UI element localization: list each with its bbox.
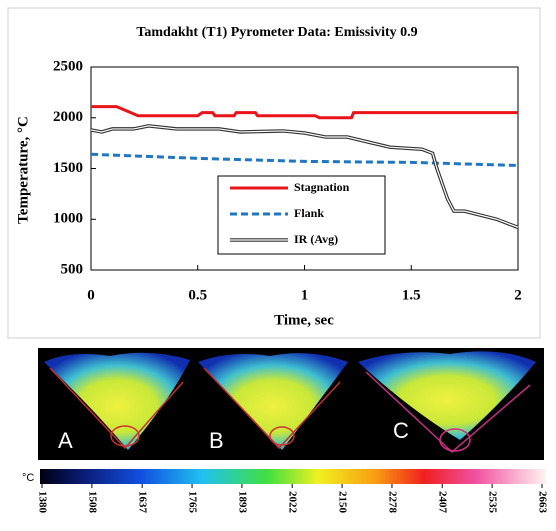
colorbar-tick-label: 2278 [386, 491, 398, 514]
x-tick-label: 1 [301, 287, 309, 303]
y-axis-label: Temperature, °C [15, 116, 31, 224]
image-label: C [393, 418, 409, 443]
overlay-line [203, 367, 341, 450]
y-tick-label: 1500 [53, 160, 83, 176]
thermal-fans [44, 351, 536, 454]
x-tick-label: 2 [514, 287, 522, 303]
image-label: A [58, 428, 73, 453]
fan-image [358, 351, 536, 440]
colorbar-tick-label: 1637 [137, 491, 149, 514]
colorbar-unit: °C [22, 472, 34, 484]
colorbar-tick-label: 2407 [437, 491, 449, 514]
y-tick-label: 2000 [53, 109, 83, 125]
x-tick-label: 0 [87, 287, 95, 303]
overlay-line [49, 367, 184, 450]
colorbar-tick-label: 2663 [536, 491, 548, 514]
y-tick-label: 1000 [53, 211, 83, 227]
chart-title: Tamdakht (T1) Pyrometer Data: Emissivity… [136, 25, 417, 40]
legend-label: Flank [294, 206, 324, 220]
image-label: B [209, 428, 224, 453]
y-tick-label: 2500 [53, 58, 83, 74]
colorbar-tick-label: 2150 [337, 491, 349, 514]
plot: 500 1000 1500 2000 2500 0 0.5 1 1.5 2 Stagnation Fl… [53, 58, 522, 303]
x-axis-label: Time, sec [274, 312, 334, 328]
overlay-circle [110, 425, 140, 447]
x-tick-label: 1.5 [402, 287, 421, 303]
series-line [90, 152, 519, 167]
colorbar-tick-label: 1765 [187, 491, 199, 514]
overlay-circle [439, 428, 471, 452]
colorbar-tick-label: 2022 [287, 491, 299, 514]
overlay-circle [269, 426, 295, 446]
legend-label: IR (Avg) [294, 232, 338, 246]
colorbar-tick-label: 1508 [86, 491, 98, 514]
fan-image [44, 352, 190, 450]
colorbar-ticks: 1380 1508 1637 1765 1893 2022 2150 2278 2407 2535… [36, 484, 548, 514]
colorbar-tick-label: 1893 [236, 491, 248, 514]
overlay-line [365, 371, 531, 454]
x-tick-label: 0.5 [188, 287, 207, 303]
y-tick-label: 500 [61, 261, 84, 277]
series-line [91, 105, 518, 120]
colorbar [40, 469, 546, 484]
colorbar-tick-label: 2535 [487, 491, 499, 514]
fan-image [198, 353, 348, 450]
legend-label: Stagnation [294, 180, 350, 194]
panel-border [7, 7, 541, 339]
series-line-inner [90, 125, 519, 228]
colorbar-tick-label: 1380 [36, 491, 48, 514]
